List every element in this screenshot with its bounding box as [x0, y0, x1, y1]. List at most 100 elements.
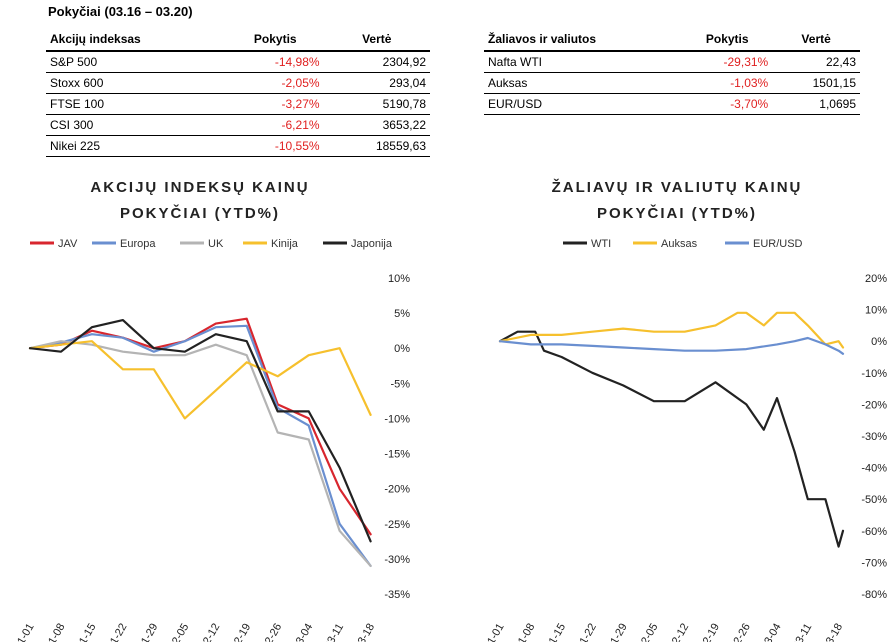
commodity-name: Nafta WTI	[484, 51, 683, 73]
table-row: Stoxx 600 -2,05% 293,04	[46, 72, 430, 94]
y-tick-label: 0%	[871, 336, 887, 348]
index-value: 293,04	[323, 72, 430, 94]
index-value: 5190,78	[323, 93, 430, 115]
legend-item: EUR/USD	[725, 238, 803, 250]
legend-item: Japonija	[323, 238, 393, 250]
y-tick-label: -15%	[384, 449, 410, 461]
chart-title-line: AKCIJŲ INDEKSŲ KAINŲ	[90, 179, 309, 196]
series-line	[498, 311, 845, 349]
x-tick-label: 02-05	[167, 622, 191, 642]
y-tick-label: -50%	[861, 494, 887, 506]
y-tick-label: -30%	[861, 431, 887, 443]
index-change: -6,21%	[226, 114, 324, 136]
commodities-table: Žaliavos ir valiutos Pokytis Vertė Nafta…	[484, 28, 860, 115]
series-line	[28, 319, 372, 543]
legend-label: WTI	[591, 238, 611, 250]
column-header-change: Pokytis	[682, 28, 773, 52]
legend-item: JAV	[30, 238, 78, 250]
legend-item: WTI	[563, 238, 611, 250]
column-header-change: Pokytis	[226, 28, 324, 52]
x-tick-label: 03-18	[821, 622, 845, 642]
y-tick-label: 0%	[394, 343, 410, 355]
legend-item: Kinija	[243, 238, 299, 250]
x-tick-label: 02-12	[198, 622, 222, 642]
table-header-row: Akcijų indeksas Pokytis Vertė	[46, 28, 430, 52]
x-tick-label: 02-19	[229, 622, 253, 642]
legend-item: UK	[180, 238, 224, 250]
x-tick-label: 01-15	[74, 622, 98, 642]
x-tick-label: 03-11	[322, 622, 346, 642]
y-tick-label: -25%	[384, 519, 410, 531]
y-tick-label: -35%	[384, 589, 410, 601]
index-value: 3653,22	[323, 114, 430, 136]
legend-label: UK	[208, 238, 224, 250]
index-change: -14,98%	[226, 51, 324, 73]
index-name: S&P 500	[46, 51, 227, 73]
index-change: -3,27%	[226, 93, 324, 115]
legend-label: Kinija	[271, 238, 299, 250]
chart-title-line: POKYČIAI (YTD%)	[597, 204, 757, 222]
x-tick-label: 03-11	[790, 622, 814, 642]
x-tick-label: 01-29	[136, 622, 160, 642]
commodity-name: EUR/USD	[484, 93, 683, 115]
chart-title-line: ŽALIAVŲ IR VALIUTŲ KAINŲ	[552, 178, 803, 196]
index-change: -2,05%	[226, 72, 324, 94]
commodity-value: 1,0695	[772, 93, 860, 115]
legend-label: JAV	[58, 238, 78, 250]
y-tick-label: -40%	[861, 463, 887, 475]
x-tick-label: 02-12	[667, 622, 691, 642]
commodity-currency-change-chart: ŽALIAVŲ IR VALIUTŲ KAINŲ POKYČIAI (YTD%) W…	[482, 178, 887, 642]
y-tick-label: 20%	[865, 273, 887, 285]
x-tick-label: 01-22	[105, 622, 129, 642]
commodity-change: -1,03%	[682, 72, 773, 94]
index-name: FTSE 100	[46, 93, 227, 115]
y-tick-label: -30%	[384, 554, 410, 566]
legend-label: EUR/USD	[753, 238, 803, 250]
page-heading: Pokyčiai (03.16 – 03.20)	[48, 4, 193, 19]
index-name: CSI 300	[46, 114, 227, 136]
y-tick-label: 5%	[394, 308, 410, 320]
x-tick-label: 02-19	[698, 622, 722, 642]
table-row: CSI 300 -6,21% 3653,22	[46, 114, 430, 136]
column-header-index: Akcijų indeksas	[46, 28, 227, 52]
x-tick-label: 02-26	[260, 622, 284, 642]
series-line	[28, 340, 372, 420]
index-name: Stoxx 600	[46, 72, 227, 94]
x-tick-label: 01-29	[605, 622, 629, 642]
index-name: Nikei 225	[46, 135, 227, 157]
legend-label: Europa	[120, 238, 156, 250]
indices-table: Akcijų indeksas Pokytis Vertė S&P 500 -1…	[46, 28, 430, 157]
index-change: -10,55%	[226, 135, 324, 157]
series-line	[28, 340, 372, 567]
x-tick-label: 03-04	[759, 622, 783, 642]
commodity-change: -3,70%	[682, 93, 773, 115]
commodity-name: Auksas	[484, 72, 683, 94]
x-tick-label: 01-08	[513, 622, 537, 642]
table-row: Nafta WTI -29,31% 22,43	[484, 51, 860, 73]
index-price-change-chart: AKCIJŲ INDEKSŲ KAINŲ POKYČIAI (YTD%) JAV Eu…	[12, 179, 410, 642]
legend-label: Auksas	[661, 238, 698, 250]
column-header-commodity: Žaliavos ir valiutos	[484, 28, 683, 52]
table-row: Nikei 225 -10,55% 18559,63	[46, 135, 430, 157]
chart-title-line: POKYČIAI (YTD%)	[120, 204, 280, 222]
x-tick-label: 02-26	[728, 622, 752, 642]
y-tick-label: -10%	[384, 413, 410, 425]
x-tick-label: 01-22	[574, 622, 598, 642]
x-tick-label: 03-04	[291, 622, 315, 642]
table-row: EUR/USD -3,70% 1,0695	[484, 93, 860, 115]
legend-item: Europa	[92, 238, 156, 250]
x-tick-label: 03-18	[353, 622, 377, 642]
y-tick-label: 10%	[865, 305, 887, 317]
column-header-value: Vertė	[772, 28, 860, 52]
series-line	[28, 317, 372, 536]
y-tick-label: -20%	[384, 484, 410, 496]
y-tick-label: -5%	[390, 378, 410, 390]
table-header-row: Žaliavos ir valiutos Pokytis Vertė	[484, 28, 860, 52]
x-tick-label: 01-01	[482, 622, 506, 642]
y-tick-label: -80%	[861, 589, 887, 601]
table-row: Auksas -1,03% 1501,15	[484, 72, 860, 94]
x-tick-label: 01-15	[544, 622, 568, 642]
commodity-change: -29,31%	[682, 51, 773, 73]
y-tick-label: -70%	[861, 557, 887, 569]
series-line	[498, 336, 845, 355]
